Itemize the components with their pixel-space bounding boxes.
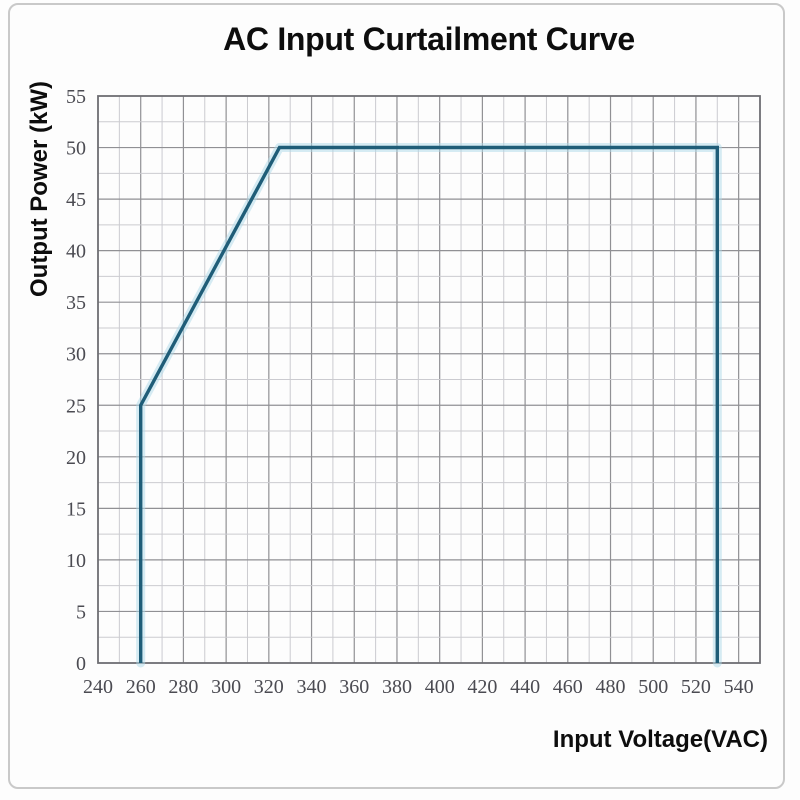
y-tick-label: 55 — [66, 86, 86, 108]
x-tick-label: 280 — [168, 676, 198, 698]
y-tick-label: 50 — [66, 138, 86, 160]
y-tick-label: 15 — [66, 498, 86, 520]
y-tick-label: 40 — [66, 241, 86, 263]
y-tick-label: 5 — [76, 602, 86, 624]
x-tick-label: 460 — [553, 676, 583, 698]
x-axis-title: Input Voltage(VAC) — [552, 726, 768, 753]
y-tick-label: 0 — [76, 653, 86, 675]
x-tick-label: 480 — [596, 676, 626, 698]
x-tick-label: 260 — [126, 676, 156, 698]
x-tick-label: 320 — [254, 676, 284, 698]
y-tick-label: 25 — [66, 395, 86, 417]
y-tick-label: 35 — [66, 292, 86, 314]
x-tick-label: 360 — [339, 676, 369, 698]
x-tick-label: 440 — [510, 676, 540, 698]
x-tick-label: 340 — [297, 676, 327, 698]
y-tick-label: 30 — [66, 344, 86, 366]
y-tick-label: 45 — [66, 189, 86, 211]
x-tick-label: 380 — [382, 676, 412, 698]
curtailment-curve — [138, 145, 719, 663]
x-tick-label: 540 — [724, 676, 754, 698]
x-tick-label: 300 — [211, 676, 241, 698]
plot-border — [97, 95, 761, 664]
x-tick-label: 500 — [638, 676, 668, 698]
chart-title: AC Input Curtailment Curve — [223, 21, 635, 57]
x-tick-label: 240 — [83, 676, 113, 698]
x-tick-label: 520 — [681, 676, 711, 698]
x-tick-label: 420 — [467, 676, 497, 698]
x-tick-label: 400 — [425, 676, 455, 698]
y-tick-label: 20 — [66, 447, 86, 469]
y-tick-label: 10 — [66, 550, 86, 572]
